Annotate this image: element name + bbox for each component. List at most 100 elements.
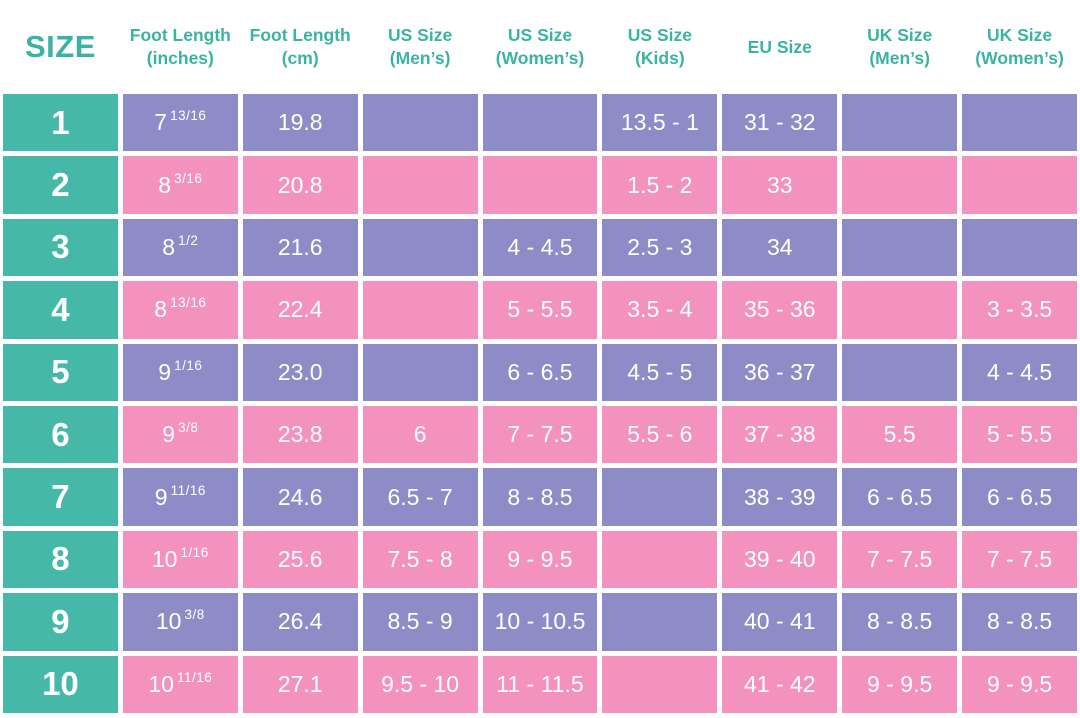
column-header-us-size-mens: US Size (Men’s) [363, 24, 478, 70]
cell-us-size-womens: 9 - 9.5 [482, 530, 598, 589]
cell-us-size-kids [602, 655, 718, 713]
column-header-line1: US Size [507, 25, 573, 46]
size-column-header: SIZE [24, 28, 96, 64]
table-body: 1 7 13/16 19.8 13.5 - 1 31 - 32 2 8 3/16 20.8 1.5 … [3, 94, 1077, 713]
cell-foot-length-cm: 26.4 [242, 593, 358, 651]
cell-us-size-kids: 4.5 - 5 [602, 343, 718, 401]
cell-foot-length-inches: 7 13/16 [122, 94, 238, 152]
inches-whole: 9 [158, 358, 172, 385]
cell-us-size-womens: 8 - 8.5 [482, 468, 598, 526]
column-header-us-size-womens: US Size (Women’s) [483, 24, 598, 70]
column-header-line1: US Size [388, 25, 453, 46]
inches-fraction: 13/16 [170, 108, 207, 124]
row-size-label: 2 [3, 156, 118, 214]
cell-foot-length-inches: 9 11/16 [122, 468, 238, 526]
cell-us-size-mens [362, 94, 478, 152]
cell-foot-length-cm: 21.6 [242, 218, 358, 277]
row-size-label: 4 [3, 281, 118, 339]
column-header-foot-length-inches: Foot Length (inches) [123, 24, 238, 70]
cell-eu-size: 33 [722, 156, 838, 214]
row-size-label: 7 [3, 468, 118, 526]
cell-eu-size: 41 - 42 [722, 655, 838, 713]
inches-fraction: 13/16 [170, 295, 207, 311]
cell-us-size-mens: 7.5 - 8 [362, 530, 478, 589]
inches-whole: 8 [162, 233, 176, 260]
cell-uk-size-womens: 6 - 6.5 [962, 468, 1077, 526]
cell-us-size-womens [482, 156, 598, 214]
inches-fraction: 11/16 [176, 669, 213, 685]
cell-foot-length-inches: 10 3/8 [122, 593, 238, 651]
column-header-line1: UK Size [986, 25, 1053, 46]
cell-eu-size: 37 - 38 [722, 406, 838, 464]
cell-uk-size-mens: 9 - 9.5 [842, 655, 958, 713]
column-header-line2: (cm) [281, 48, 319, 68]
inches-whole: 10 [155, 608, 182, 635]
cell-foot-length-cm: 19.8 [242, 94, 358, 152]
column-header-line1: Foot Length [129, 25, 231, 46]
row-size-label: 8 [3, 530, 118, 589]
cell-uk-size-womens: 4 - 4.5 [962, 343, 1077, 401]
cell-foot-length-inches: 8 13/16 [122, 281, 238, 339]
inches-whole: 9 [154, 483, 168, 510]
cell-us-size-womens: 6 - 6.5 [482, 343, 598, 401]
cell-us-size-kids [602, 530, 718, 589]
inches-fraction: 3/8 [178, 420, 199, 436]
row-size-label: 6 [3, 406, 118, 464]
cell-foot-length-inches: 9 3/8 [122, 406, 238, 464]
cell-eu-size: 35 - 36 [722, 281, 838, 339]
column-header-line2: (inches) [146, 48, 214, 68]
inches-whole: 7 [154, 109, 168, 136]
inches-whole: 10 [151, 545, 178, 572]
cell-foot-length-inches: 10 1/16 [122, 530, 238, 589]
cell-uk-size-mens: 8 - 8.5 [842, 593, 958, 651]
cell-us-size-mens [362, 281, 478, 339]
cell-eu-size: 40 - 41 [722, 593, 838, 651]
cell-us-size-mens: 6 [362, 406, 478, 464]
cell-uk-size-womens: 8 - 8.5 [962, 593, 1077, 651]
cell-us-size-kids [602, 593, 718, 651]
cell-foot-length-cm: 27.1 [242, 655, 358, 713]
cell-uk-size-womens: 9 - 9.5 [962, 655, 1077, 713]
cell-uk-size-womens [962, 94, 1077, 152]
cell-foot-length-cm: 25.6 [242, 530, 358, 589]
inches-fraction: 3/8 [184, 607, 205, 623]
cell-us-size-mens: 6.5 - 7 [362, 468, 478, 526]
cell-foot-length-inches: 9 1/16 [122, 343, 238, 401]
cell-us-size-kids: 13.5 - 1 [602, 94, 718, 152]
cell-foot-length-cm: 24.6 [242, 468, 358, 526]
cell-us-size-kids: 3.5 - 4 [602, 281, 718, 339]
cell-uk-size-womens [962, 156, 1077, 214]
cell-uk-size-mens [842, 94, 958, 152]
cell-us-size-mens [362, 343, 478, 401]
cell-eu-size: 38 - 39 [722, 468, 838, 526]
column-header-line1: UK Size [867, 25, 933, 46]
cell-foot-length-inches: 8 3/16 [122, 156, 238, 214]
column-header-eu-size: EU Size [722, 36, 837, 59]
column-header-line2: (Men’s) [389, 48, 451, 68]
cell-foot-length-inches: 10 11/16 [122, 655, 238, 713]
cell-us-size-kids: 2.5 - 3 [602, 218, 718, 277]
cell-uk-size-womens: 7 - 7.5 [962, 530, 1077, 589]
column-header-foot-length-cm: Foot Length (cm) [243, 24, 358, 70]
table-header-row: SIZE Foot Length (inches) Foot Length (cm) US… [3, 0, 1077, 94]
cell-us-size-womens: 11 - 11.5 [482, 655, 598, 713]
cell-uk-size-mens [842, 218, 958, 277]
cell-us-size-womens: 4 - 4.5 [482, 218, 598, 277]
inches-whole: 9 [162, 421, 176, 448]
cell-eu-size: 36 - 37 [722, 343, 838, 401]
inches-fraction: 1/2 [178, 232, 199, 248]
column-header-line1: EU Size [747, 36, 812, 57]
cell-foot-length-cm: 23.0 [242, 343, 358, 401]
cell-uk-size-mens [842, 281, 958, 339]
column-header-line2: (Women’s) [495, 48, 585, 68]
inches-fraction: 11/16 [170, 482, 206, 498]
cell-eu-size: 31 - 32 [722, 94, 838, 152]
cell-foot-length-cm: 23.8 [242, 406, 358, 464]
cell-us-size-womens: 10 - 10.5 [482, 593, 598, 651]
inches-fraction: 3/16 [174, 170, 203, 186]
row-size-label: 5 [3, 343, 118, 401]
cell-uk-size-mens [842, 156, 958, 214]
inches-fraction: 1/16 [174, 357, 203, 373]
cell-us-size-mens [362, 218, 478, 277]
